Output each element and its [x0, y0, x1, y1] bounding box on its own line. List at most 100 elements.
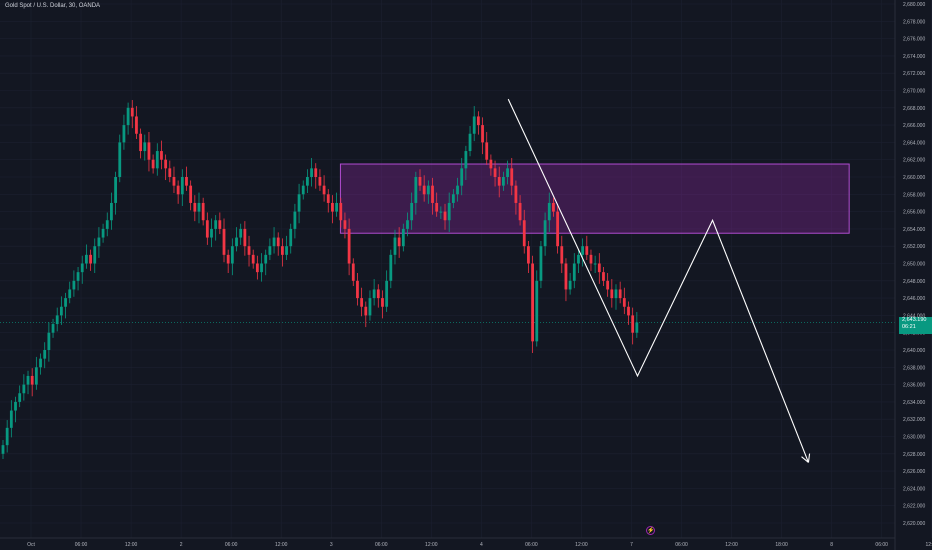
candle-body	[577, 254, 580, 264]
candle-body	[55, 315, 59, 325]
candle-body	[360, 298, 364, 307]
price-tick-label: 2,668.000	[903, 106, 925, 112]
candle-body	[243, 228, 247, 247]
time-axis[interactable]: Oct 06:00 12:00 2 06:00 12:00 3 06:00 12:00 4 06:0…	[0, 537, 932, 548]
candle-body	[593, 263, 597, 265]
candle-body	[406, 220, 409, 229]
candle-body	[414, 177, 418, 203]
candle-body	[306, 177, 309, 186]
candle-body	[527, 246, 530, 264]
projection-arrowhead	[801, 453, 811, 463]
candle-body	[59, 306, 63, 316]
symbol-title: Gold Spot / U.S. Dollar, 30, OANDA	[5, 3, 101, 9]
candle-body	[185, 177, 188, 186]
candle-body	[151, 159, 155, 169]
candle-body	[602, 272, 605, 281]
candle-body	[97, 237, 101, 247]
candle-body	[456, 185, 459, 195]
price-tick-label: 2,680.000	[903, 2, 925, 8]
candle-body	[214, 220, 218, 229]
candle-body	[126, 107, 130, 126]
candle-body	[64, 298, 67, 307]
candle-body	[210, 228, 213, 238]
candle-body	[310, 168, 313, 177]
candle-body	[339, 202, 343, 221]
candle-body	[9, 410, 13, 428]
candle-body	[255, 263, 259, 273]
price-tick-label: 2,652.000	[903, 244, 925, 250]
price-tick-label: 2,664.000	[903, 140, 925, 146]
projection-path[interactable]	[507, 98, 809, 463]
price-tick-label: 2,658.000	[903, 192, 925, 198]
candle-body	[385, 280, 389, 307]
time-tick-label: 12:00	[575, 542, 588, 548]
candle-body	[514, 185, 518, 203]
candle-body	[493, 168, 497, 177]
price-tick-label: 2,648.000	[903, 279, 925, 285]
candle-body	[531, 263, 534, 342]
price-tick-label: 2,632.000	[903, 417, 925, 423]
candle-body	[5, 427, 9, 446]
candle-body	[506, 168, 509, 177]
candle-body	[122, 125, 126, 143]
candle-body	[481, 125, 484, 143]
time-tick-label: 12:00	[275, 542, 288, 548]
price-tick-label: 2,636.000	[903, 383, 925, 389]
price-tick-label: 2,626.000	[903, 469, 925, 475]
price-tick-label: 2,622.000	[903, 504, 925, 510]
candle-body	[356, 280, 359, 299]
candle-body	[43, 350, 47, 359]
candle-body	[589, 254, 593, 264]
candle-body	[389, 254, 393, 281]
candle-body	[201, 202, 205, 221]
candle-body	[276, 237, 280, 247]
candle-body	[193, 202, 197, 212]
candle-body	[572, 263, 576, 281]
arrowhead-stroke	[801, 456, 809, 463]
price-tick-label: 2,634.000	[903, 400, 925, 406]
candle-body	[418, 177, 422, 186]
grid-lines	[0, 0, 932, 538]
candle-body	[247, 246, 251, 255]
candle-body	[89, 254, 92, 264]
candle-body	[397, 237, 401, 247]
candle-body	[497, 177, 501, 186]
price-tick-label: 2,672.000	[903, 71, 925, 77]
candle-body	[581, 246, 585, 255]
candle-body	[426, 185, 430, 195]
candle-body	[560, 246, 564, 264]
time-tick-label: 06:00	[75, 542, 88, 548]
time-tick-label: 2	[180, 542, 183, 548]
last-price-badge: 2,643.190 06:21	[899, 317, 932, 334]
time-tick-label: 12:00	[425, 542, 438, 548]
time-tick-label: 06:00	[875, 542, 888, 548]
price-axis[interactable]: 2,620.000 2,622.000 2,624.000 2,626.000 2,62…	[894, 0, 925, 550]
candle-body	[197, 202, 201, 212]
candle-body	[435, 202, 439, 212]
price-tick-label: 2,674.000	[903, 54, 925, 60]
candle-body	[189, 185, 193, 203]
price-tick-label: 2,654.000	[903, 227, 925, 233]
candle-body	[472, 116, 476, 134]
supply-zone-rectangle[interactable]	[339, 163, 850, 234]
dividend-icon[interactable]: ⚡	[646, 526, 655, 535]
candle-body	[222, 228, 226, 255]
candle-body	[331, 202, 334, 212]
price-tick-label: 2,624.000	[903, 486, 925, 492]
candle-body	[522, 220, 526, 247]
price-tick-label: 2,638.000	[903, 365, 925, 371]
price-tick-label: 2,630.000	[903, 435, 925, 441]
candle-body	[280, 246, 284, 255]
candle-body	[85, 254, 88, 264]
candle-body	[160, 151, 163, 160]
candle-body	[139, 133, 143, 152]
candle-body	[180, 177, 184, 195]
candle-body	[627, 306, 630, 316]
bar-countdown: 06:21	[902, 324, 916, 330]
candle-body	[335, 202, 338, 212]
candle-body	[597, 263, 601, 273]
candle-body	[564, 263, 568, 290]
candle-body	[610, 289, 614, 299]
candle-body	[297, 194, 301, 212]
